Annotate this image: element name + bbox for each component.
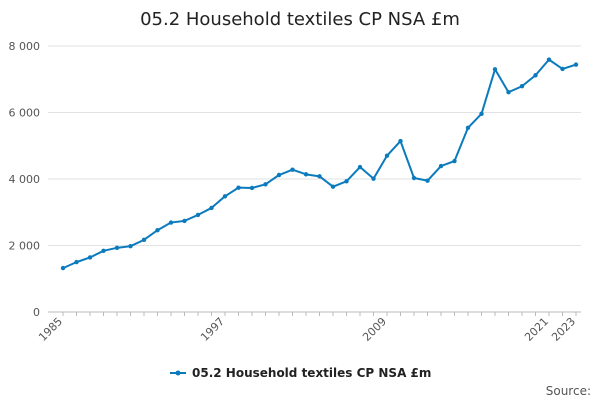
x-tick-label: 2009 [360, 315, 389, 344]
data-point[interactable] [276, 172, 282, 178]
data-point[interactable] [519, 84, 525, 89]
data-point[interactable] [141, 237, 147, 243]
chart-title: 05.2 Household textiles CP NSA £m [140, 9, 460, 30]
data-point[interactable] [114, 245, 120, 251]
data-point[interactable] [128, 243, 133, 249]
data-point[interactable] [87, 255, 93, 260]
data-point[interactable] [101, 248, 106, 254]
data-point[interactable] [533, 73, 538, 78]
data-point[interactable] [506, 90, 511, 95]
data-point[interactable] [195, 212, 201, 218]
data-point[interactable] [60, 265, 66, 271]
data-point[interactable] [398, 138, 403, 144]
legend-label: 05.2 Household textiles CP NSA £m [192, 366, 431, 380]
x-tick-label: 1985 [36, 315, 65, 344]
source-label: Source: [546, 384, 591, 398]
data-point[interactable] [492, 67, 498, 72]
gridlines [48, 45, 581, 246]
data-point[interactable] [344, 179, 349, 184]
data-point[interactable] [479, 111, 484, 117]
data-point[interactable] [74, 259, 79, 265]
data-point[interactable] [303, 172, 309, 177]
x-tick-label: 1997 [198, 315, 227, 344]
data-point[interactable] [330, 184, 336, 189]
x-tick-label: 2021 [522, 315, 551, 344]
x-tick-label: 2023 [549, 315, 578, 344]
series-layer [60, 57, 579, 271]
data-point[interactable] [249, 185, 255, 191]
data-point[interactable] [263, 182, 268, 187]
data-point[interactable] [452, 158, 457, 164]
data-point[interactable] [168, 220, 174, 225]
y-tick-label: 4 000 [9, 173, 41, 186]
legend[interactable]: 05.2 Household textiles CP NSA £m [170, 366, 431, 380]
data-point[interactable] [155, 228, 160, 233]
data-point[interactable] [236, 185, 241, 190]
data-point[interactable] [371, 176, 376, 181]
y-tick-label: 0 [33, 306, 40, 319]
data-point[interactable] [573, 62, 579, 67]
y-tick-label: 6 000 [9, 107, 41, 120]
data-point[interactable] [222, 194, 228, 199]
y-tick-label: 8 000 [9, 40, 41, 53]
series-line [62, 58, 577, 270]
data-point[interactable] [384, 153, 390, 158]
data-point[interactable] [411, 175, 417, 181]
data-point[interactable] [425, 178, 430, 183]
data-point[interactable] [290, 167, 295, 172]
data-point[interactable] [209, 205, 214, 211]
data-point[interactable] [465, 125, 471, 130]
data-point[interactable] [182, 218, 187, 224]
data-point[interactable] [438, 163, 444, 169]
legend-point-marker [175, 370, 181, 376]
data-point[interactable] [546, 57, 552, 62]
y-tick-label: 2 000 [9, 240, 41, 253]
y-axis: 0 2 000 4 000 6 000 8 000 [9, 40, 41, 319]
data-point[interactable] [560, 66, 565, 72]
data-point[interactable] [357, 164, 363, 170]
data-point[interactable] [317, 174, 322, 179]
